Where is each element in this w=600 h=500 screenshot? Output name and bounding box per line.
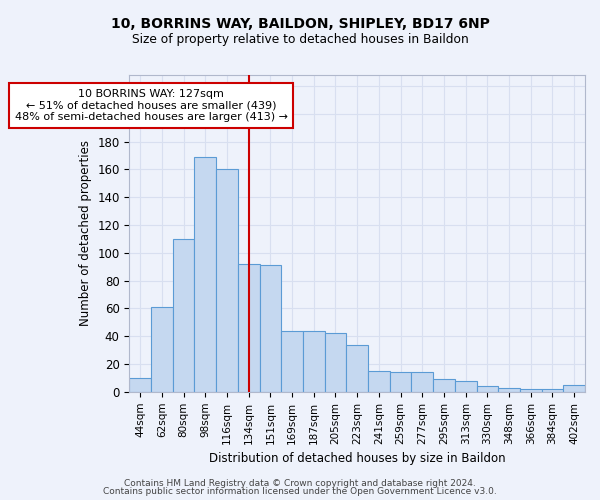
X-axis label: Distribution of detached houses by size in Baildon: Distribution of detached houses by size … [209,452,505,465]
Bar [498,388,520,392]
Text: 10, BORRINS WAY, BAILDON, SHIPLEY, BD17 6NP: 10, BORRINS WAY, BAILDON, SHIPLEY, BD17 … [110,18,490,32]
Bar [542,389,563,392]
Bar [433,380,455,392]
Y-axis label: Number of detached properties: Number of detached properties [79,140,92,326]
Bar [412,372,433,392]
Bar [368,371,390,392]
Text: Contains public sector information licensed under the Open Government Licence v3: Contains public sector information licen… [103,487,497,496]
Bar [260,266,281,392]
Bar [194,157,216,392]
Text: Size of property relative to detached houses in Baildon: Size of property relative to detached ho… [131,32,469,46]
Bar [238,264,260,392]
Bar [390,372,412,392]
Bar [520,389,542,392]
Bar [563,385,585,392]
Text: Contains HM Land Registry data © Crown copyright and database right 2024.: Contains HM Land Registry data © Crown c… [124,478,476,488]
Bar [346,344,368,392]
Bar [130,378,151,392]
Bar [303,330,325,392]
Text: 10 BORRINS WAY: 127sqm
← 51% of detached houses are smaller (439)
48% of semi-de: 10 BORRINS WAY: 127sqm ← 51% of detached… [14,89,287,122]
Bar [173,239,194,392]
Bar [151,307,173,392]
Bar [476,386,498,392]
Bar [216,170,238,392]
Bar [455,380,476,392]
Bar [325,334,346,392]
Bar [281,330,303,392]
